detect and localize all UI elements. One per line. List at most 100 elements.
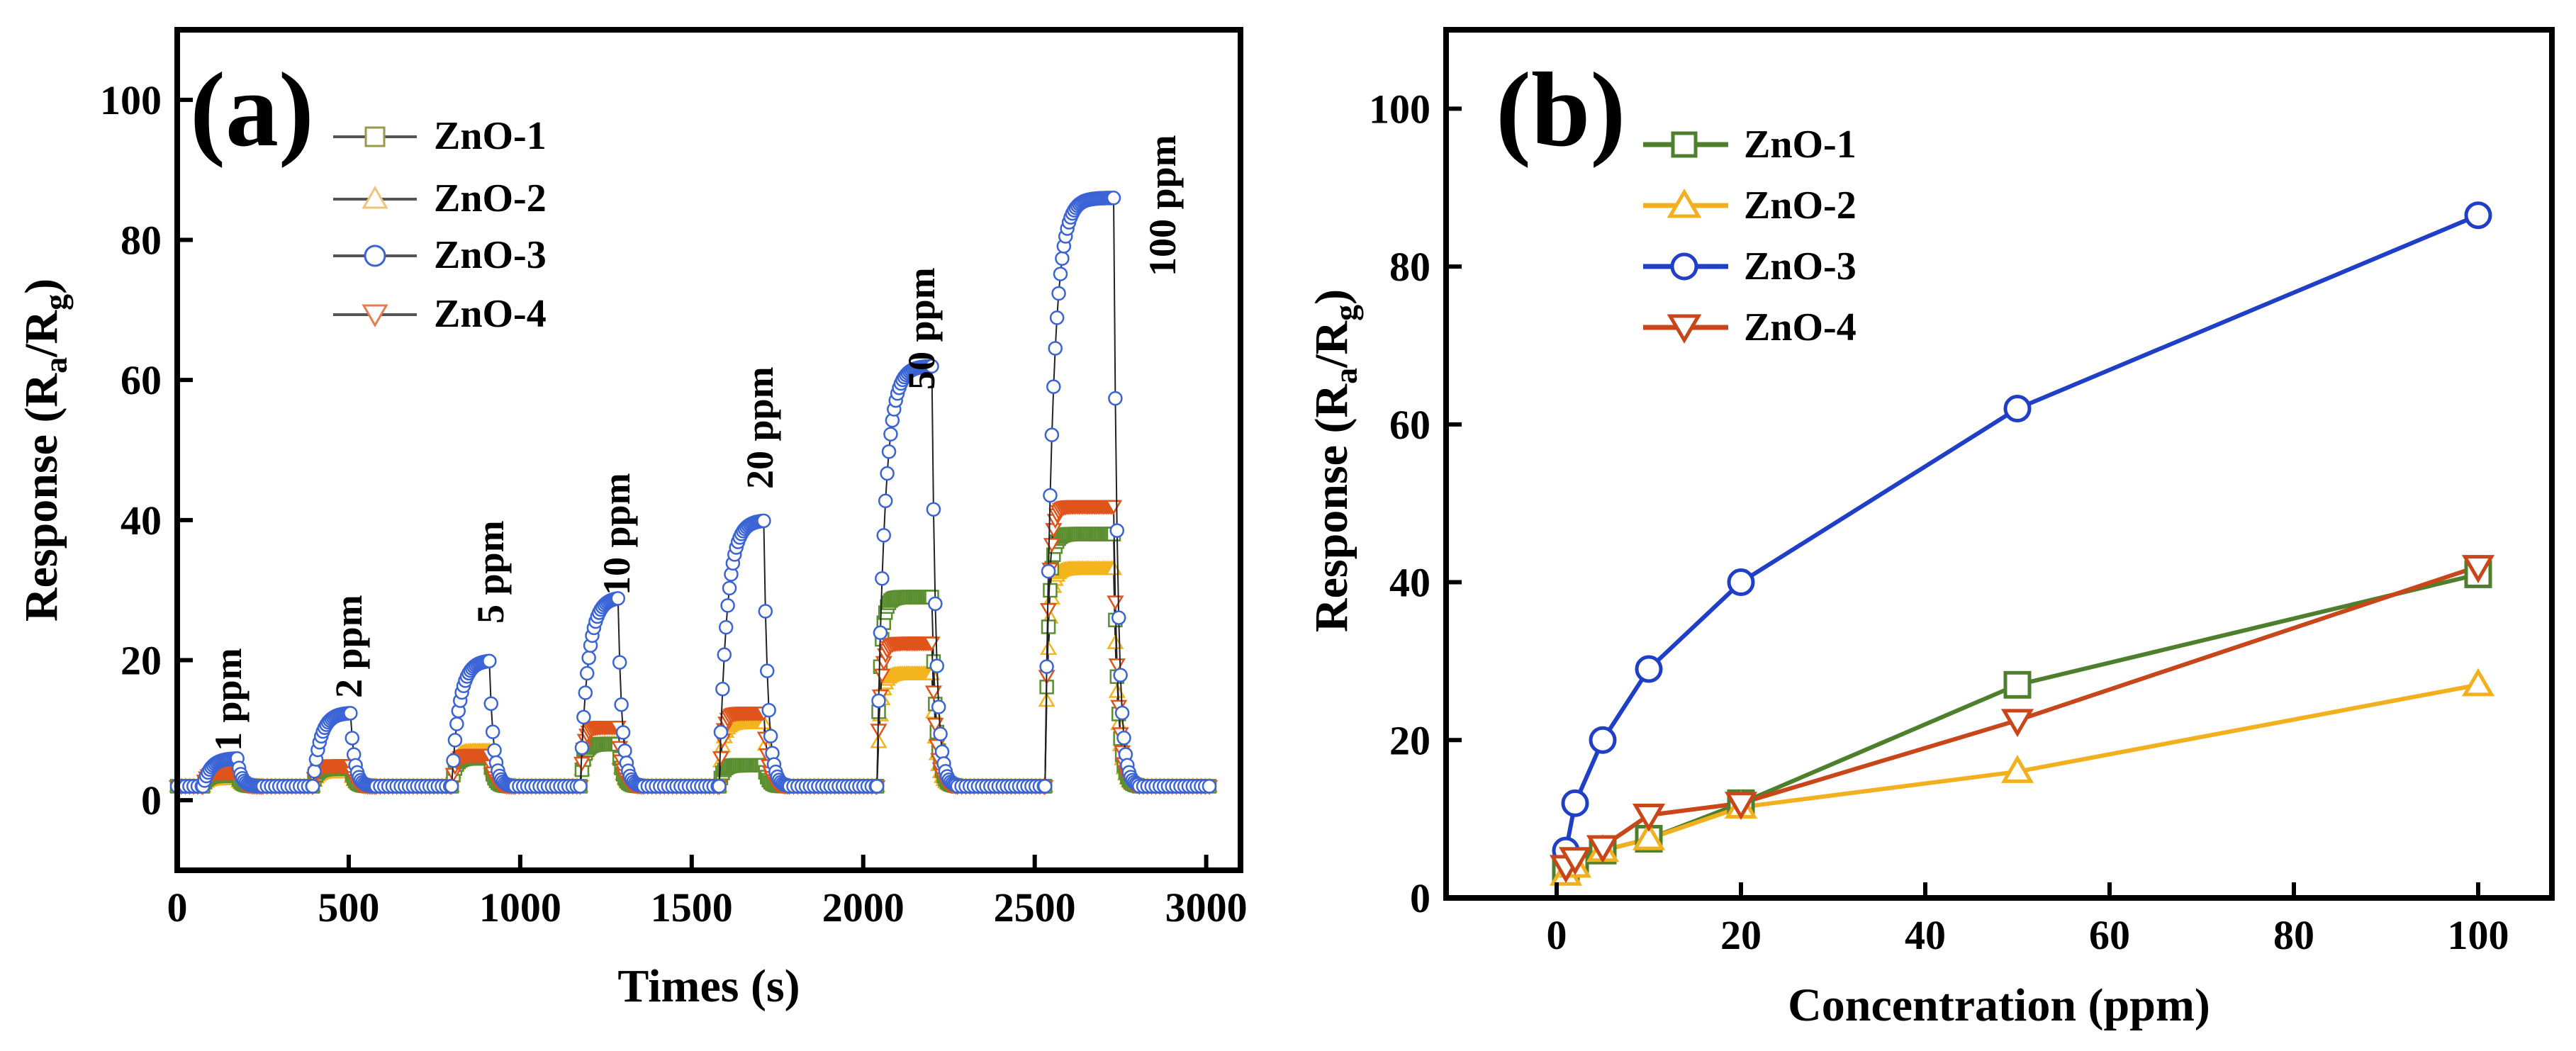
panel-b-point-zno-3-5 xyxy=(1589,726,1617,754)
panel-b-y-tick-label-60: 60 xyxy=(1389,402,1430,448)
panel-b-y-label-mid: /R xyxy=(1306,320,1357,369)
panel-b-x-axis-label: Concentration (ppm) xyxy=(1788,979,2210,1031)
panel-a-point-zno-3-395 xyxy=(1111,610,1126,625)
panel-a-point-zno-3-393 xyxy=(1108,390,1123,406)
panel-a-x-tick-label-1500: 1500 xyxy=(651,884,733,931)
panel-a-point-zno-3-189 xyxy=(615,725,631,740)
panel-b-ticks: 0 20 40 60 80 100 0 20 40 60 80 100 xyxy=(1369,86,2509,958)
annotation-10-ppm: 10 ppm xyxy=(595,473,638,595)
panel-b-legend-marker-zno-1 xyxy=(1671,131,1698,158)
panel-b-x-tick-label-80: 80 xyxy=(2273,912,2314,958)
panel-a-point-zno-3-398 xyxy=(1116,731,1131,746)
panel-a-point-zno-3-396 xyxy=(1113,668,1128,682)
panel-a-legend-marker-zno-4 xyxy=(362,304,388,328)
panel-a-point-zno-1-355 xyxy=(1043,583,1058,598)
panel-b-chart: 0 20 40 60 80 100 0 20 40 60 80 100 (b) ZnO-1 ZnO-2… xyxy=(1306,27,2555,1031)
panel-a-point-zno-3-362 xyxy=(1055,251,1070,266)
panel-a-y-label-sub-g: g xyxy=(38,294,74,310)
panel-a-y-tick-label-0: 0 xyxy=(141,777,162,824)
panel-a-legend-item-zno-2: ZnO-2 xyxy=(333,176,547,220)
panel-a-point-zno-3-321 xyxy=(934,744,950,760)
panel-a-point-zno-4-316 xyxy=(924,685,943,701)
annotation-5-ppm: 5 ppm xyxy=(469,520,512,624)
panel-a-point-zno-3-135 xyxy=(485,724,500,739)
panel-a-point-zno-3-134 xyxy=(483,696,498,712)
panel-a-x-tick-label-2500: 2500 xyxy=(994,884,1076,931)
panel-b-label: (b) xyxy=(1496,51,1625,169)
panel-a-point-zno-3-77 xyxy=(343,706,358,721)
panel-a-y-label-main: Response (R xyxy=(16,373,67,622)
panel-a-x-tick-label-500: 500 xyxy=(318,884,379,931)
panel-b-point-zno-2-100 xyxy=(2461,668,2495,697)
panel-b-legend-label-zno-1: ZnO-1 xyxy=(1744,123,1857,167)
panel-a-point-zno-3-166 xyxy=(576,709,591,725)
panel-b-point-zno-3-2 xyxy=(1561,789,1589,817)
panel-a-point-zno-3-283 xyxy=(869,779,885,794)
panel-a-legend-marker-zno-1 xyxy=(364,126,386,147)
panel-a-point-zno-3-165 xyxy=(574,740,590,755)
panel-b-point-zno-4-5 xyxy=(1586,835,1620,864)
panel-a-point-zno-3-113 xyxy=(447,733,463,748)
panel-a-legend-item-zno-3: ZnO-3 xyxy=(333,233,547,277)
panel-b-y-tick-label-0: 0 xyxy=(1410,875,1430,921)
panel-a-point-zno-3-133 xyxy=(482,653,497,668)
panel-a-point-zno-3-167 xyxy=(578,685,593,700)
panel-a-point-zno-3-424 xyxy=(1202,779,1217,794)
panel-b-legend-item-zno-2: ZnO-2 xyxy=(1643,184,1857,227)
panel-a-legend-label-zno-2: ZnO-2 xyxy=(434,176,547,220)
panel-b-data-layer xyxy=(1549,201,2495,886)
panel-a-point-zno-3-249 xyxy=(761,702,776,718)
panel-a-point-zno-3-220 xyxy=(712,779,727,794)
panel-a-y-tick-label-20: 20 xyxy=(121,638,162,684)
panel-a-point-zno-4-393 xyxy=(1107,595,1124,611)
panel-a-point-zno-3-111 xyxy=(444,779,459,794)
panel-a-plot-frame xyxy=(174,27,1243,873)
panel-b-point-zno-4-20 xyxy=(1724,792,1758,821)
panel-a-x-tick-label-0: 0 xyxy=(167,884,188,931)
panel-b-point-zno-4-10 xyxy=(1632,803,1666,832)
panel-a-y-tick-label-60: 60 xyxy=(121,357,162,403)
panel-a-y-label-mid: /R xyxy=(16,310,67,358)
panel-b-legend-label-zno-3: ZnO-3 xyxy=(1744,245,1857,288)
panel-a-x-tick-label-1000: 1000 xyxy=(479,884,561,931)
panel-b-y-tick-label-100: 100 xyxy=(1369,86,1430,132)
annotation-1-ppm: 1 ppm xyxy=(207,648,250,751)
panel-a-point-zno-3-359 xyxy=(1049,310,1065,325)
panel-a-point-zno-3-246 xyxy=(756,513,771,529)
annotation-2-ppm: 2 ppm xyxy=(327,595,370,698)
panel-b-legend: ZnO-1 ZnO-2 ZnO-3 ZnO-4 xyxy=(1643,123,1857,349)
panel-a-point-zno-3-355 xyxy=(1043,488,1058,503)
panel-a-point-zno-3-356 xyxy=(1044,427,1060,442)
panel-a-point-zno-3-286 xyxy=(875,571,890,586)
panel-a-y-tick-label-80: 80 xyxy=(121,218,162,264)
panel-b-legend-label-zno-2: ZnO-2 xyxy=(1744,184,1857,227)
panel-b-point-zno-4-100 xyxy=(2461,555,2495,583)
panel-a-y-label-end: ) xyxy=(16,279,67,294)
panel-a-point-zno-3-168 xyxy=(579,665,595,681)
panel-a-point-zno-3-357 xyxy=(1046,379,1061,394)
panel-a-point-zno-4-317 xyxy=(926,717,944,733)
panel-a-point-zno-3-247 xyxy=(758,604,773,619)
panel-a-point-zno-3-288 xyxy=(878,493,893,508)
panel-b-point-zno-1-50 xyxy=(2003,670,2032,699)
panel-a-point-zno-3-187 xyxy=(612,655,627,670)
panel-a-legend-item-zno-4: ZnO-4 xyxy=(333,292,547,336)
panel-a-chart: 0 500 1000 1500 2000 2500 3000 0 20 40 60 80 100 (a)… xyxy=(16,27,1248,1012)
panel-a-point-zno-3-186 xyxy=(610,591,626,606)
panel-a-point-zno-3-284 xyxy=(871,693,886,709)
panel-a-label: (a) xyxy=(190,51,314,169)
panel-b-point-zno-3-50 xyxy=(2003,395,2032,423)
panel-a-point-zno-3-78 xyxy=(345,731,360,746)
panel-a-point-zno-3-291 xyxy=(883,427,898,442)
panel-b-point-zno-4-2 xyxy=(1558,847,1592,876)
panel-a-x-axis-label: Times (s) xyxy=(617,960,800,1012)
panel-a-point-zno-3-222 xyxy=(715,681,730,697)
panel-b-legend-item-zno-3: ZnO-3 xyxy=(1643,245,1857,288)
panel-b-legend-marker-zno-4 xyxy=(1667,314,1702,344)
panel-a-point-zno-3-354 xyxy=(1041,563,1056,579)
panel-a-point-zno-3-169 xyxy=(581,650,596,665)
panel-a-point-zno-3-226 xyxy=(722,580,737,596)
panel-b-y-tick-label-40: 40 xyxy=(1389,560,1430,606)
panel-b-y-label-sub-a: a xyxy=(1328,368,1364,384)
panel-b-y-tick-label-20: 20 xyxy=(1389,717,1430,763)
